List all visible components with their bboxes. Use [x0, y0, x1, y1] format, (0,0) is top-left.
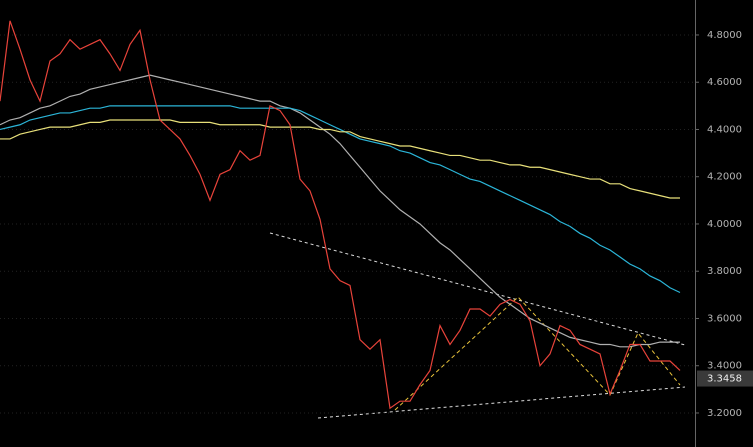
- y-tick-label: 3.8000: [707, 266, 742, 277]
- y-tick-label: 4.0000: [707, 219, 742, 230]
- price-line: [0, 20, 681, 410]
- support-trendline: [317, 386, 686, 419]
- y-tick-label: 3.2000: [707, 408, 742, 419]
- y-tick-label: 4.8000: [707, 30, 742, 41]
- y-tick-label: 4.2000: [707, 172, 742, 183]
- last-price-label: 3.3458: [707, 374, 742, 385]
- price-line: [0, 105, 681, 294]
- y-tick-label: 4.4000: [707, 124, 742, 135]
- y-tick-label: 3.4000: [707, 361, 742, 372]
- price-line: [0, 74, 680, 348]
- last-price-box: [697, 370, 753, 387]
- y-tick-label: 4.6000: [707, 77, 742, 88]
- price-line: [0, 119, 680, 199]
- y-tick-label: 3.6000: [707, 313, 742, 324]
